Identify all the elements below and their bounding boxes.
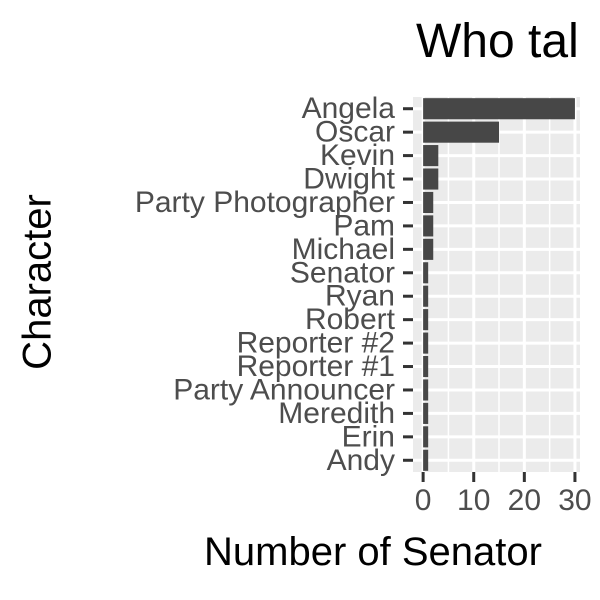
- y-tick-label: Ryan: [325, 280, 395, 313]
- y-tick-label: Andy: [327, 444, 395, 477]
- plot-panel: [413, 97, 580, 472]
- x-tick-label: 10: [457, 484, 490, 517]
- bar: [423, 426, 429, 448]
- y-tick-label: Party Photographer: [135, 186, 395, 219]
- x-tick-label: 0: [415, 484, 432, 517]
- y-tick-label: Michael: [292, 233, 395, 266]
- y-tick-label: Pam: [333, 209, 395, 242]
- bar: [423, 332, 429, 354]
- bar: [423, 238, 434, 260]
- bar: [423, 379, 429, 401]
- y-tick-label: Dwight: [303, 163, 395, 196]
- y-tick-label: Senator: [290, 256, 395, 289]
- bar: [423, 191, 434, 214]
- bar: [423, 309, 429, 331]
- bar: [423, 215, 434, 237]
- chart-title: Who tal: [416, 15, 579, 68]
- x-tick-label: 20: [508, 484, 541, 517]
- y-tick-label: Reporter #1: [237, 350, 395, 383]
- bar: [423, 355, 429, 378]
- bars: [423, 98, 575, 471]
- bar: [423, 121, 500, 143]
- y-tick-label: Meredith: [278, 397, 395, 430]
- bar: [423, 262, 429, 284]
- y-tick-label: Oscar: [315, 116, 395, 149]
- bar: [423, 449, 429, 471]
- y-axis-title: Character: [15, 194, 60, 370]
- y-tick-label: Angela: [302, 92, 396, 125]
- x-axis-title: Number of Senator: [204, 530, 542, 574]
- y-tick-label: Robert: [305, 303, 396, 336]
- x-axis: 0 10 20 30: [415, 472, 592, 517]
- bar: [423, 98, 575, 120]
- bar: [423, 285, 429, 307]
- y-tick-label: Erin: [342, 420, 395, 453]
- y-tick-label: Kevin: [320, 139, 395, 172]
- bar: [423, 168, 439, 190]
- bar: [423, 145, 439, 167]
- bar: [423, 402, 429, 424]
- x-tick-label: 30: [558, 484, 591, 517]
- y-tick-label: Party Announcer: [173, 373, 395, 406]
- y-tick-label: Reporter #2: [237, 327, 395, 360]
